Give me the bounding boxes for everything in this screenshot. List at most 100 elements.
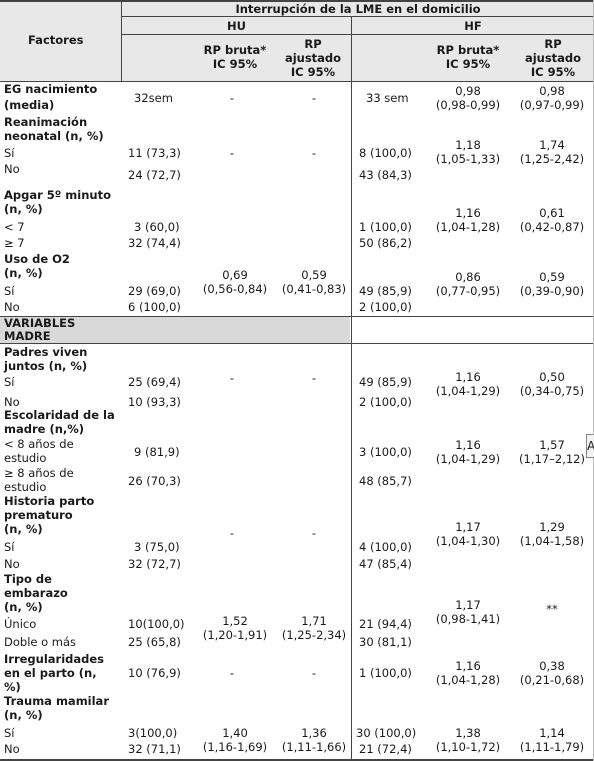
header-bottom-rule (0, 81, 594, 82)
eg-hu-value: 32sem (134, 91, 173, 105)
o2-hu-rpa: 0,59 (0,41-0,83) (281, 268, 347, 296)
parto-hf-rpb: 1,17 (1,04-1,30) (435, 520, 501, 548)
irr-hf-rpa: 0,38 (0,21-0,68) (519, 659, 585, 687)
irr-hf-rpb: 1,16 (1,04-1,28) (435, 659, 501, 687)
eg-hf-rpa: 0,98 (0,97-0,99) (519, 84, 585, 112)
emb-hf-doble: 30 (81,1) (359, 635, 412, 649)
section-madre-label: VARIABLES MADRE (4, 316, 76, 343)
rean-hf-rpb: 1,18 (1,05-1,33) (435, 138, 501, 166)
emb-unico: Único (4, 617, 37, 631)
emb-hf-rpb: 1,17 (0,98-1,41) (435, 598, 501, 626)
esc-hf-ge: 48 (85,7) (359, 474, 412, 488)
eg-hf-rpb: 0,98 (0,98-0,99) (435, 84, 501, 112)
rean-hf-no: 43 (84,3) (359, 168, 412, 182)
rean-hu-rpb: - (229, 146, 235, 160)
hu-header: HU (227, 19, 246, 33)
parto-hu-rpb: - (229, 526, 235, 540)
esc-hu-ge: 26 (70,3) (128, 474, 181, 488)
factores-header: Factores (28, 33, 84, 47)
trauma-no: No (4, 742, 20, 756)
section-bottom-rule (0, 343, 594, 344)
table-header-background (0, 0, 594, 82)
emb-hu-unico: 10(100,0) (128, 617, 185, 631)
parto-hu-si: 3 (75,0) (134, 540, 180, 554)
apgar-hu-ge: 32 (74,4) (128, 236, 181, 250)
section-top-rule (0, 316, 594, 317)
apgar-hf-rpb: 1,16 (1,04-1,28) (435, 206, 501, 234)
rean-hf-rpa: 1,74 (1,25-2,42) (519, 138, 585, 166)
hf-rp-ajustado-header: RP ajustado IC 95% (524, 37, 582, 79)
apgar-label: Apgar 5º minuto (n, %) (4, 188, 111, 216)
emb-label: Tipo de embarazo (n, %) (4, 572, 68, 614)
trauma-hu-si: 3(100,0) (128, 726, 178, 740)
parto-label: Historia parto prematuro (n, %) (4, 494, 95, 536)
trauma-hf-rpa: 1,14 (1,11-1,79) (519, 726, 585, 754)
irr-hf-value: 1 (100,0) (359, 666, 412, 680)
rean-label: Reanimación neonatal (n, %) (4, 115, 104, 143)
rean-si: Sí (4, 146, 15, 160)
eg-label: EG nacimiento (media) (4, 82, 98, 112)
o2-no: No (4, 300, 20, 314)
emb-hf-unico: 21 (94,4) (359, 617, 412, 631)
parto-hf-si: 4 (100,0) (359, 540, 412, 554)
sub-rule (121, 34, 594, 35)
left-col-divider (121, 0, 122, 82)
parto-si: Sí (4, 540, 15, 554)
apgar-lt: < 7 (4, 220, 25, 234)
rean-hu-rpa: - (311, 146, 317, 160)
padres-hf-rpb: 1,16 (1,04-1,29) (435, 370, 501, 398)
padres-hu-si: 25 (69,4) (128, 375, 181, 389)
trauma-label: Trauma mamilar (n, %) (4, 694, 109, 722)
padres-hu-no: 10 (93,3) (128, 395, 181, 409)
apgar-hf-rpa: 0,61 (0,42-0,87) (519, 206, 585, 234)
padres-label: Padres viven juntos (n, %) (4, 345, 88, 373)
irr-hu-value: 10 (76,9) (128, 666, 181, 680)
esc-hf-lt: 3 (100,0) (359, 445, 412, 459)
group-header: Interrupción de la LME en el domicilio (235, 2, 481, 16)
emb-hu-rpb: 1,52 (1,20-1,91) (202, 614, 268, 642)
rean-hu-no: 24 (72,7) (128, 168, 181, 182)
emb-hf-rpa: ** (546, 602, 558, 616)
padres-hu-rpb: - (229, 371, 235, 385)
o2-hf-rpa: 0,59 (0,39-0,90) (519, 270, 585, 298)
hu-hf-divider (351, 16, 352, 761)
padres-hf-no: 2 (100,0) (359, 395, 412, 409)
hu-rp-bruta-header: RP bruta* IC 95% (203, 43, 267, 71)
o2-label: Uso de O2 (n, %) (4, 252, 70, 280)
group-rule (121, 16, 594, 17)
emb-hu-rpa: 1,71 (1,25-2,34) (281, 614, 347, 642)
trauma-hf-no: 21 (72,4) (359, 742, 412, 756)
o2-hu-si: 29 (69,0) (128, 284, 181, 298)
trauma-hf-rpb: 1,38 (1,10-1,72) (435, 726, 501, 754)
o2-hf-si: 49 (85,9) (359, 284, 412, 298)
irr-label: Irregularidades en el parto (n,%) (4, 652, 105, 694)
top-rule (0, 0, 594, 2)
esc-hu-lt: 9 (81,9) (134, 445, 180, 459)
esc-lt: < 8 años de estudio (4, 437, 74, 465)
rean-hu-si: 11 (73,3) (128, 146, 181, 160)
irr-hu-rpa: - (311, 666, 317, 680)
trauma-hu-no: 32 (71,1) (128, 742, 181, 756)
esc-hf-rpb: 1,16 (1,04-1,29) (435, 438, 501, 466)
side-badge[interactable]: A (586, 434, 594, 458)
irr-hu-rpb: - (229, 666, 235, 680)
hu-rp-ajustado-header: RP ajustado IC 95% (284, 37, 342, 79)
esc-hf-rpa: 1,57 (1,17–2,12) (519, 438, 585, 466)
hf-header: HF (464, 19, 482, 33)
trauma-hf-si: 30 (100,0) (356, 726, 417, 740)
parto-hf-no: 47 (85,4) (359, 557, 412, 571)
esc-label: Escolaridad de la madre (n,%) (4, 408, 115, 436)
apgar-hf-ge: 50 (86,2) (359, 236, 412, 250)
o2-hu-no: 6 (100,0) (128, 300, 181, 314)
parto-hu-no: 32 (72,7) (128, 557, 181, 571)
o2-hu-rpb: 0,69 (0,56-0,84) (202, 268, 268, 296)
padres-si: Sí (4, 375, 15, 389)
apgar-hu-lt: 3 (60,0) (134, 220, 180, 234)
parto-hu-rpa: - (311, 526, 317, 540)
esc-ge: ≥ 8 años de estudio (4, 466, 74, 494)
apgar-ge: ≥ 7 (4, 236, 25, 250)
eg-hu-rpb: - (229, 91, 235, 105)
o2-hf-no: 2 (100,0) (359, 300, 412, 314)
rean-hf-si: 8 (100,0) (359, 146, 412, 160)
hf-rp-bruta-header: RP bruta* IC 95% (436, 43, 500, 71)
